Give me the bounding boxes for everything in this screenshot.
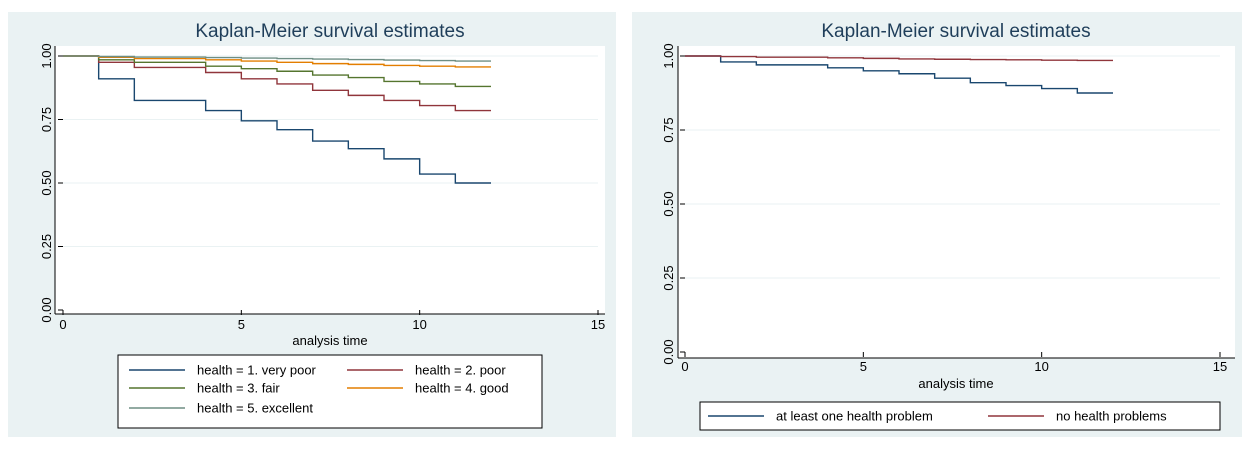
chart-title: Kaplan-Meier survival estimates <box>821 21 1090 42</box>
y-tick-label: 0.00 <box>661 339 676 364</box>
x-tick-label: 15 <box>591 317 605 332</box>
x-tick-label: 5 <box>238 317 245 332</box>
x-tick-label: 10 <box>412 317 426 332</box>
x-tick-label: 15 <box>1213 359 1227 374</box>
y-tick-label: 0.25 <box>39 234 54 259</box>
y-tick-label: 0.75 <box>39 107 54 132</box>
x-axis-label: analysis time <box>918 376 993 391</box>
series-lines <box>685 55 1113 94</box>
series-line-3 <box>63 55 491 88</box>
y-tick-label: 0.75 <box>661 117 676 142</box>
left-chart-panel: Kaplan-Meier survival estimates 0.00 0.25… <box>8 12 616 437</box>
y-ticks: 0.00 0.25 0.50 0.75 1.00 <box>661 43 685 365</box>
legend-label-1: health = 1. very poor <box>197 363 317 378</box>
y-tick-label: 1.00 <box>39 43 54 68</box>
legend-box <box>699 401 1221 431</box>
right-chart-panel: Kaplan-Meier survival estimates 0.00 0.25… <box>632 12 1242 437</box>
x-tick-label: 0 <box>59 317 66 332</box>
x-ticks: 0 5 10 15 <box>681 352 1227 374</box>
km-chart-right: Kaplan-Meier survival estimates 0.00 0.25… <box>661 21 1235 431</box>
y-tick-label: 0.50 <box>39 170 54 195</box>
series-line-2 <box>685 55 1113 62</box>
legend: at least one health problem no health pro… <box>708 409 1167 424</box>
chart-title: Kaplan-Meier survival estimates <box>195 21 464 42</box>
legend-label-2: no health problems <box>1056 409 1167 424</box>
km-chart-left: Kaplan-Meier survival estimates 0.00 0.25… <box>39 21 605 429</box>
series-line-2 <box>63 55 491 112</box>
legend-label-2: health = 2. poor <box>415 363 506 378</box>
x-tick-label: 5 <box>860 359 867 374</box>
y-ticks: 0.00 0.25 0.50 0.75 1.00 <box>39 43 63 323</box>
series-line-5 <box>63 55 491 62</box>
series-line-4 <box>63 55 491 68</box>
x-tick-label: 0 <box>681 359 688 374</box>
legend-label-4: health = 4. good <box>415 381 509 396</box>
legend-label-1: at least one health problem <box>776 409 933 424</box>
legend-label-3: health = 3. fair <box>197 381 280 396</box>
y-tick-label: 0.50 <box>661 191 676 216</box>
x-ticks: 0 5 10 15 <box>59 310 605 332</box>
series-line-1 <box>685 55 1113 94</box>
legend-box <box>117 354 543 429</box>
grid <box>685 55 1220 279</box>
legend: health = 1. very poor health = 2. poor hea… <box>129 363 509 416</box>
plot-area <box>55 46 605 314</box>
y-tick-label: 0.25 <box>661 265 676 290</box>
series-lines <box>63 55 491 184</box>
y-tick-label: 0.00 <box>39 297 54 322</box>
y-tick-label: 1.00 <box>661 43 676 68</box>
legend-label-5: health = 5. excellent <box>197 401 313 416</box>
x-axis-label: analysis time <box>292 333 367 348</box>
plot-area <box>678 46 1235 358</box>
grid <box>63 55 598 247</box>
series-line-1 <box>63 55 491 184</box>
x-tick-label: 10 <box>1034 359 1048 374</box>
